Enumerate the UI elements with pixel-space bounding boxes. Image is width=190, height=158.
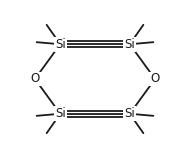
Text: Si: Si bbox=[55, 38, 66, 51]
Text: O: O bbox=[30, 73, 40, 85]
Text: O: O bbox=[150, 73, 160, 85]
Text: Si: Si bbox=[124, 38, 135, 51]
Text: Si: Si bbox=[55, 107, 66, 120]
Text: Si: Si bbox=[124, 107, 135, 120]
